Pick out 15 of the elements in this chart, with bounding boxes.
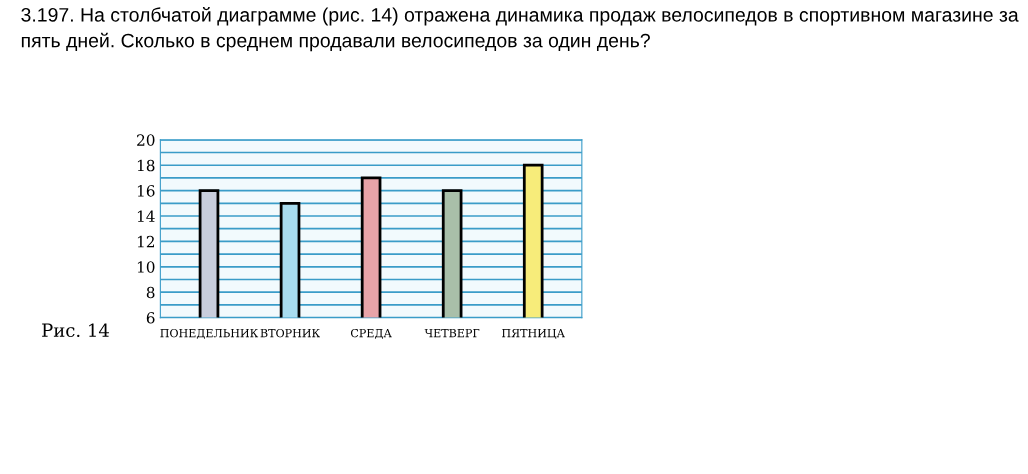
y-tick-label: 12: [137, 235, 155, 248]
y-tick-label: 10: [137, 261, 155, 273]
y-tick-label: 18: [137, 159, 155, 172]
x-tick-label: ВТОРНИК: [260, 328, 320, 338]
y-tick-label: 6: [146, 312, 155, 324]
x-tick-label: ПОНЕДЕЛЬНИК: [160, 328, 259, 339]
text: Рис. 14: [42, 323, 109, 338]
x-tick-label: СРЕДА: [350, 328, 392, 339]
y-tick-label: 8: [146, 286, 155, 299]
y-tick-label: 20: [137, 134, 155, 146]
x-tick-label: ЧЕТВЕРГ: [424, 329, 480, 338]
y-tick-label: 14: [137, 210, 155, 222]
x-tick-label: ПЯТНИЦА: [502, 329, 565, 339]
chart-title: 3.197. На столбчатой диаграмме (рис. 14) отражена динамика продаж велосипедов в спортивном магазине за пять дней. Сколько в среднем продавали велосипедов за один день?: [21, 7, 1019, 52]
y-tick-label: 16: [137, 185, 155, 197]
